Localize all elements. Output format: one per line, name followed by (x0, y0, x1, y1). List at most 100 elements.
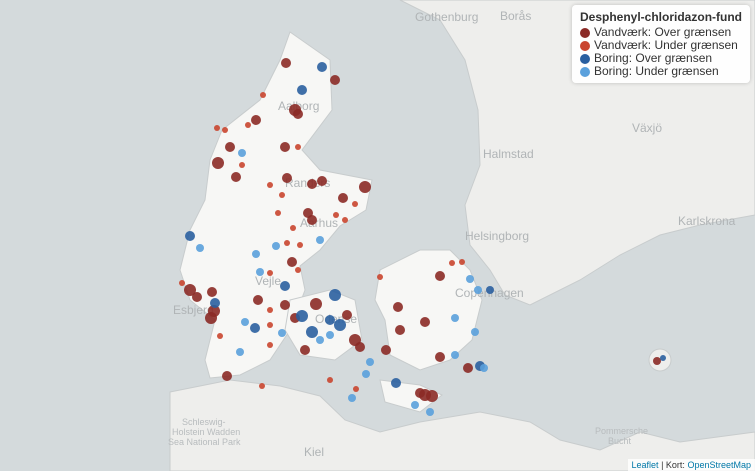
marker[interactable] (474, 286, 482, 294)
marker[interactable] (267, 182, 273, 188)
marker[interactable] (660, 355, 666, 361)
marker[interactable] (325, 315, 335, 325)
marker[interactable] (267, 307, 273, 313)
marker[interactable] (282, 173, 292, 183)
marker[interactable] (377, 274, 383, 280)
marker[interactable] (256, 268, 264, 276)
marker[interactable] (222, 371, 232, 381)
marker[interactable] (317, 62, 327, 72)
marker[interactable] (310, 298, 322, 310)
marker[interactable] (426, 390, 438, 402)
marker[interactable] (281, 58, 291, 68)
marker[interactable] (217, 333, 223, 339)
marker[interactable] (222, 127, 228, 133)
marker[interactable] (297, 85, 307, 95)
marker[interactable] (326, 331, 334, 339)
marker[interactable] (239, 162, 245, 168)
marker[interactable] (280, 142, 290, 152)
marker[interactable] (459, 259, 465, 265)
marker[interactable] (284, 240, 290, 246)
marker[interactable] (330, 75, 340, 85)
marker[interactable] (307, 215, 317, 225)
marker[interactable] (451, 351, 459, 359)
marker[interactable] (316, 236, 324, 244)
marker[interactable] (342, 310, 352, 320)
marker[interactable] (214, 125, 220, 131)
marker[interactable] (267, 322, 273, 328)
marker[interactable] (280, 281, 290, 291)
marker[interactable] (449, 260, 455, 266)
marker[interactable] (210, 298, 220, 308)
osm-link[interactable]: OpenStreetMap (687, 460, 751, 470)
marker[interactable] (179, 280, 185, 286)
marker[interactable] (253, 295, 263, 305)
marker[interactable] (420, 317, 430, 327)
marker[interactable] (287, 257, 297, 267)
marker[interactable] (393, 302, 403, 312)
marker[interactable] (381, 345, 391, 355)
marker[interactable] (463, 363, 473, 373)
marker[interactable] (435, 271, 445, 281)
marker[interactable] (307, 179, 317, 189)
marker[interactable] (395, 325, 405, 335)
marker[interactable] (208, 305, 220, 317)
marker[interactable] (435, 352, 445, 362)
marker[interactable] (241, 318, 249, 326)
marker[interactable] (295, 267, 301, 273)
marker[interactable] (250, 323, 260, 333)
marker[interactable] (353, 386, 359, 392)
marker[interactable] (207, 287, 217, 297)
marker[interactable] (653, 357, 661, 365)
marker[interactable] (272, 242, 280, 250)
marker[interactable] (306, 326, 318, 338)
marker[interactable] (329, 289, 341, 301)
marker[interactable] (280, 300, 290, 310)
marker[interactable] (293, 109, 303, 119)
marker[interactable] (275, 210, 281, 216)
marker[interactable] (231, 172, 241, 182)
marker[interactable] (327, 377, 333, 383)
marker[interactable] (316, 336, 324, 344)
marker[interactable] (260, 92, 266, 98)
marker[interactable] (196, 244, 204, 252)
marker[interactable] (352, 201, 358, 207)
marker[interactable] (238, 149, 246, 157)
marker[interactable] (184, 284, 196, 296)
marker[interactable] (236, 348, 244, 356)
marker[interactable] (359, 181, 371, 193)
marker[interactable] (245, 122, 251, 128)
marker[interactable] (480, 364, 488, 372)
marker[interactable] (251, 115, 261, 125)
marker[interactable] (259, 383, 265, 389)
marker[interactable] (486, 286, 494, 294)
marker[interactable] (295, 144, 301, 150)
marker[interactable] (391, 378, 401, 388)
marker[interactable] (362, 370, 370, 378)
marker[interactable] (333, 212, 339, 218)
marker[interactable] (185, 231, 195, 241)
marker[interactable] (471, 328, 479, 336)
marker[interactable] (334, 319, 346, 331)
marker[interactable] (426, 408, 434, 416)
marker[interactable] (290, 225, 296, 231)
marker[interactable] (338, 193, 348, 203)
marker[interactable] (279, 192, 285, 198)
marker[interactable] (225, 142, 235, 152)
marker[interactable] (348, 394, 356, 402)
marker[interactable] (212, 157, 224, 169)
marker[interactable] (317, 176, 327, 186)
marker[interactable] (342, 217, 348, 223)
marker[interactable] (267, 270, 273, 276)
marker[interactable] (411, 401, 419, 409)
marker[interactable] (466, 275, 474, 283)
marker[interactable] (278, 329, 286, 337)
marker[interactable] (267, 342, 273, 348)
marker[interactable] (366, 358, 374, 366)
marker[interactable] (297, 242, 303, 248)
marker[interactable] (300, 345, 310, 355)
marker[interactable] (192, 292, 202, 302)
marker[interactable] (252, 250, 260, 258)
marker[interactable] (451, 314, 459, 322)
marker[interactable] (355, 342, 365, 352)
marker[interactable] (296, 310, 308, 322)
